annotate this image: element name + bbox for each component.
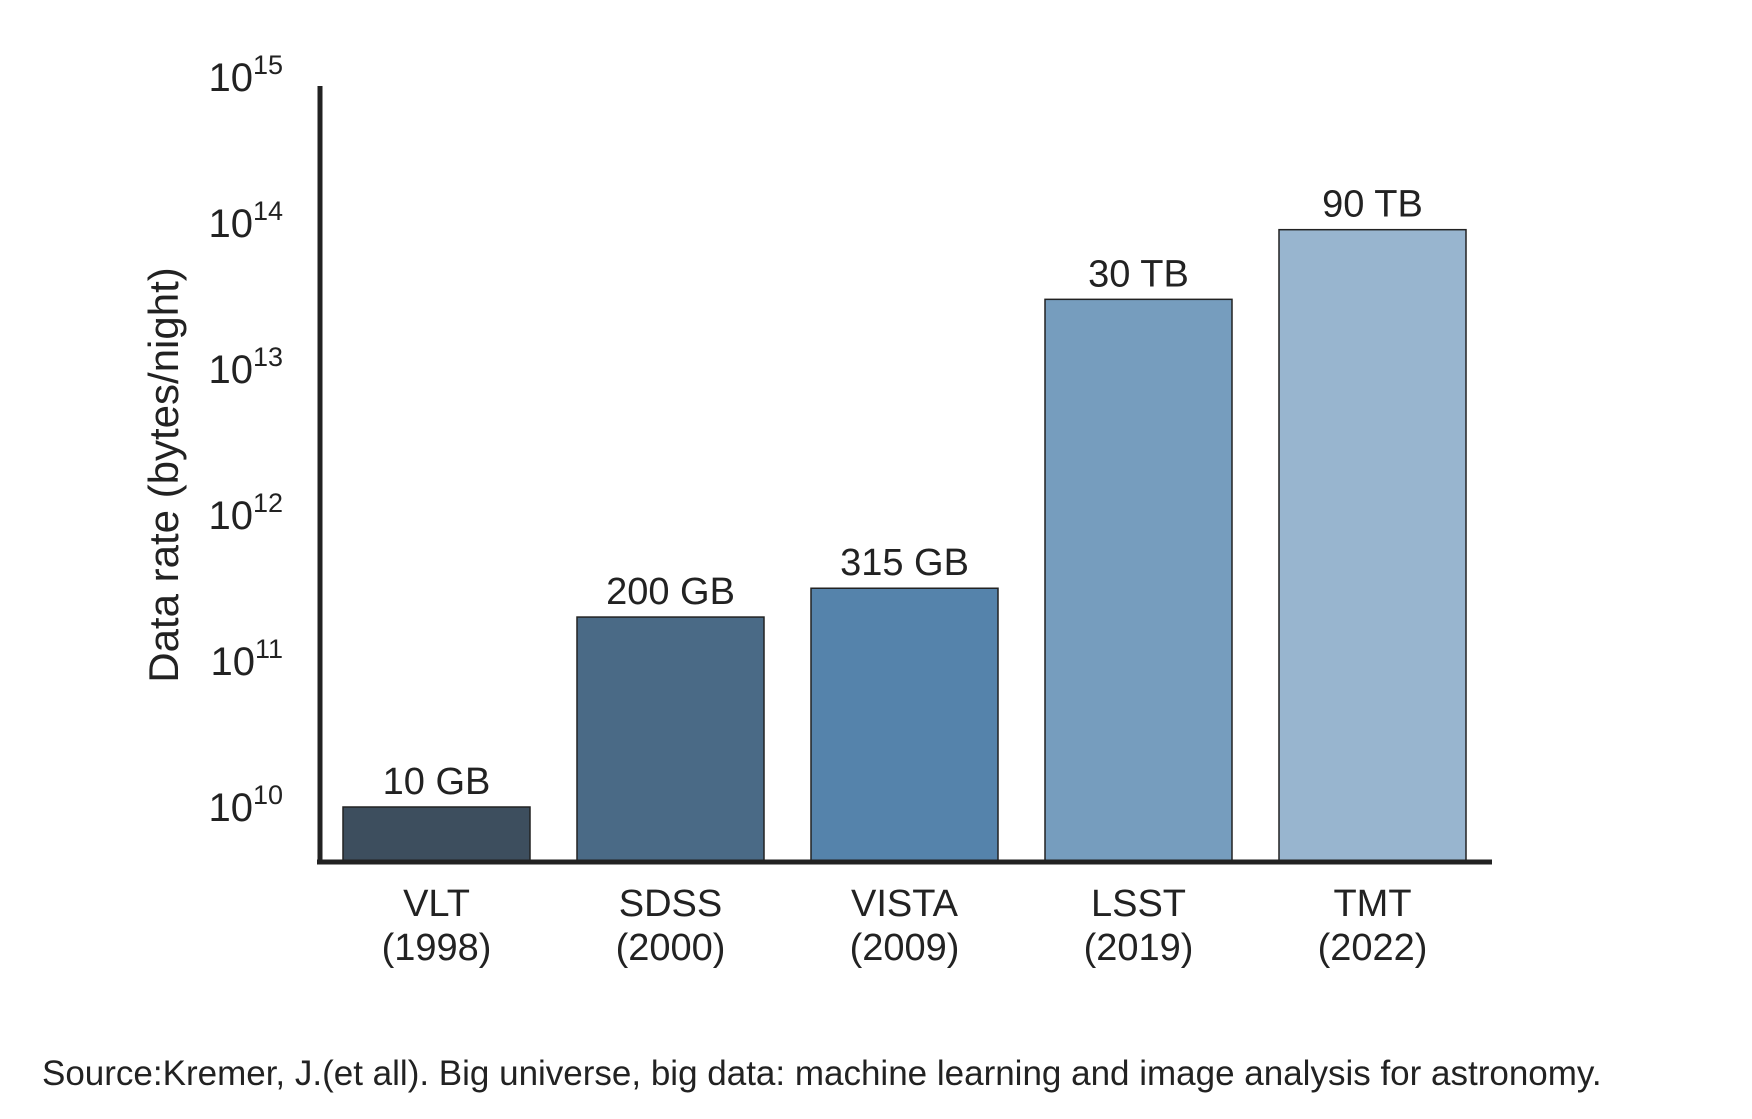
bar-vlt [342,806,531,863]
y-tick-exponent: 15 [253,50,283,80]
source-note: Source:Kremer, J.(et all). Big universe,… [42,1054,1602,1093]
bar-vista [810,587,999,863]
x-tick-label-year: (2000) [616,927,726,969]
y-tick-exponent: 11 [255,634,283,664]
bar-data-labels: 10 GB 200 GB 315 GB 30 TB 90 TB [383,184,1423,803]
bar-data-label: 90 TB [1322,184,1423,226]
x-tick-label-name: TMT [1333,883,1411,925]
y-tick-base: 10 [208,348,253,392]
y-tick-base: 10 [208,494,253,538]
y-tick-label: 1014 [208,196,283,246]
y-tick-exponent: 12 [253,488,283,518]
y-tick-label: 1015 [208,50,283,100]
y-tick-base: 10 [210,640,255,684]
y-tick-label: 1013 [208,342,283,392]
bar-data-label: 200 GB [606,571,735,613]
x-tick-label-name: SDSS [619,883,722,925]
bar-lsst [1044,298,1233,863]
y-tick-base: 10 [208,786,253,830]
y-tick-exponent: 10 [253,780,283,810]
x-tick-label-year: (1998) [382,927,492,969]
y-tick-exponent: 13 [253,342,283,372]
x-tick-label-name: LSST [1091,883,1186,925]
y-tick-label: 1012 [208,488,283,538]
x-tick-label-year: (2009) [850,927,960,969]
x-tick-label-name: VISTA [851,883,959,925]
bar-data-label: 10 GB [383,761,491,803]
bar-tmt [1278,228,1467,863]
x-axis-ticks: VLT(1998) SDSS(2000) VISTA(2009) LSST(2019)… [382,883,1428,969]
bar-data-label: 315 GB [840,542,969,584]
y-tick-base: 10 [208,202,253,246]
bar-sdss [576,616,765,863]
y-axis-label: Data rate (bytes/night) [140,267,187,683]
bars [342,228,1467,863]
y-tick-exponent: 14 [253,196,283,226]
y-tick-label: 1010 [208,780,283,830]
y-tick-base: 10 [208,56,253,100]
x-tick-label-year: (2022) [1318,927,1428,969]
bar-data-label: 30 TB [1088,253,1189,295]
x-tick-label-year: (2019) [1084,927,1194,969]
y-tick-label: 1011 [210,634,283,684]
x-tick-label-name: VLT [403,883,470,925]
